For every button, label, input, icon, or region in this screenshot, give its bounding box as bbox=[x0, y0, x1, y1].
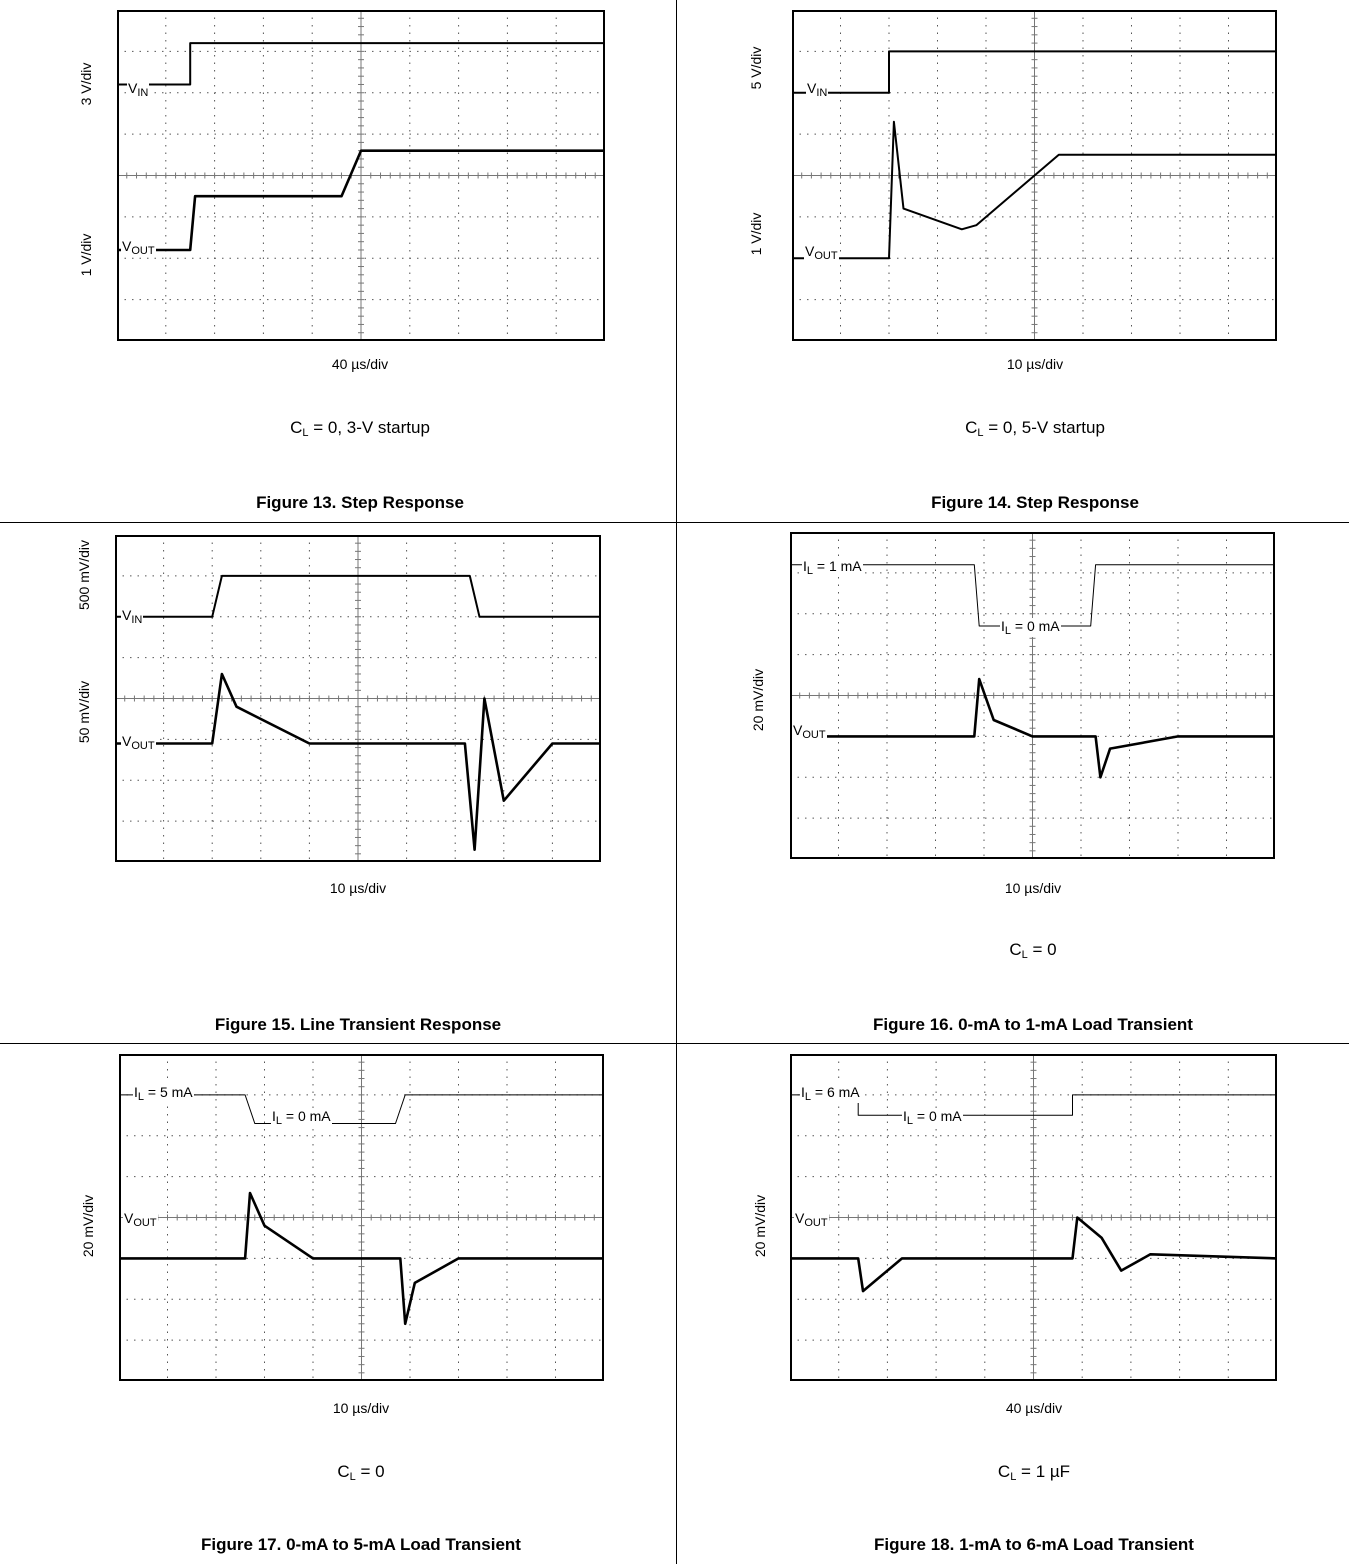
trace-vout bbox=[115, 672, 601, 851]
y-scale-label: 1 V/div bbox=[78, 233, 94, 277]
scope-frame bbox=[792, 10, 1277, 341]
trace-label-vout: VOUT bbox=[123, 1210, 158, 1229]
row-divider bbox=[0, 1043, 1349, 1044]
x-scale-label: 10 µs/div bbox=[329, 880, 387, 896]
y-scale-label: 20 mV/div bbox=[750, 668, 766, 732]
test-condition: CL = 1 µF bbox=[997, 1462, 1071, 1483]
figure-caption: Figure 18. 1-mA to 6-mA Load Transient bbox=[874, 1535, 1194, 1554]
figure-caption: Figure 15. Line Transient Response bbox=[214, 1015, 502, 1034]
figure-caption: Figure 17. 0-mA to 5-mA Load Transient bbox=[201, 1535, 521, 1554]
trace-label-il: IL = 1 mA bbox=[802, 558, 863, 577]
fig14-scope bbox=[792, 10, 1277, 341]
fig16-scope bbox=[790, 532, 1275, 859]
x-scale-label: 10 µs/div bbox=[332, 1400, 390, 1416]
x-scale-label: 40 µs/div bbox=[1005, 1400, 1063, 1416]
x-scale-label: 40 µs/div bbox=[331, 356, 389, 372]
scope-frame bbox=[117, 10, 605, 341]
trace-vout bbox=[790, 677, 1275, 779]
fig17-scope bbox=[119, 1054, 604, 1381]
trace-vout bbox=[117, 149, 605, 252]
figure-caption: Figure 16. 0-mA to 1-mA Load Transient bbox=[873, 1015, 1193, 1034]
y-scale-label: 3 V/div bbox=[78, 62, 94, 106]
trace-label-vin: VIN bbox=[121, 607, 144, 626]
y-scale-label: 500 mV/div bbox=[76, 539, 92, 611]
x-scale-label: 10 µs/div bbox=[1006, 356, 1064, 372]
column-divider bbox=[676, 0, 677, 1564]
test-condition: CL = 0 bbox=[1009, 940, 1057, 961]
trace-label-vout: VOUT bbox=[804, 243, 839, 262]
y-scale-label: 1 V/div bbox=[748, 212, 764, 256]
trace-vout bbox=[790, 1216, 1277, 1293]
y-scale-label: 20 mV/div bbox=[80, 1194, 96, 1258]
trace-label-vout: VOUT bbox=[794, 1210, 829, 1229]
y-scale-label: 5 V/div bbox=[748, 46, 764, 90]
figure-caption: Figure 13. Step Response bbox=[256, 493, 464, 512]
test-condition: CL = 0, 3-V startup bbox=[290, 418, 430, 439]
y-scale-label: 50 mV/div bbox=[76, 680, 92, 744]
trace-label-il: IL = 5 mA bbox=[133, 1084, 194, 1103]
scope-frame bbox=[790, 532, 1275, 859]
trace-vout bbox=[792, 120, 1277, 260]
scope-frame bbox=[119, 1054, 604, 1381]
test-condition: CL = 0 bbox=[337, 1462, 385, 1483]
row-divider bbox=[0, 522, 1349, 523]
trace-label-vout: VOUT bbox=[121, 733, 156, 752]
trace-vin bbox=[115, 574, 601, 618]
trace-label-vin: VIN bbox=[127, 80, 150, 99]
test-condition: CL = 0, 5-V startup bbox=[965, 418, 1105, 439]
y-scale-label: 20 mV/div bbox=[752, 1194, 768, 1258]
trace-label-il: IL = 0 mA bbox=[1000, 618, 1061, 637]
trace-vin bbox=[117, 42, 605, 86]
x-scale-label: 10 µs/div bbox=[1004, 880, 1062, 896]
fig13-scope bbox=[117, 10, 605, 341]
trace-label-il: IL = 0 mA bbox=[271, 1108, 332, 1127]
trace-label-vout: VOUT bbox=[792, 722, 827, 741]
trace-label-vin: VIN bbox=[806, 80, 829, 99]
trace-vout bbox=[119, 1191, 604, 1326]
trace-label-il: IL = 6 mA bbox=[800, 1084, 861, 1103]
trace-vin bbox=[792, 50, 1277, 94]
trace-label-il: IL = 0 mA bbox=[902, 1108, 963, 1127]
figure-caption: Figure 14. Step Response bbox=[931, 493, 1139, 512]
fig15-scope bbox=[115, 535, 601, 862]
scope-frame bbox=[115, 535, 601, 862]
trace-label-vout: VOUT bbox=[121, 238, 156, 257]
scope-frame bbox=[790, 1054, 1277, 1381]
fig18-scope bbox=[790, 1054, 1277, 1381]
